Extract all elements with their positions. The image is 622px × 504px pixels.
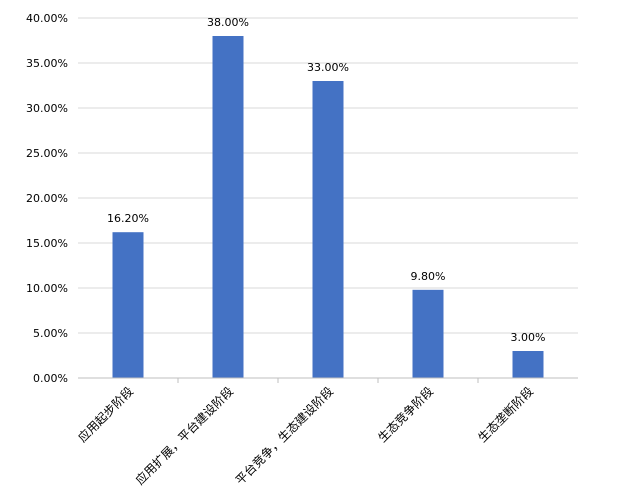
y-tick-label: 5.00% — [33, 327, 68, 340]
y-tick-label: 15.00% — [26, 237, 68, 250]
y-axis-tick-labels: 0.00% 5.00% 10.00% 15.00% 20.00% 25.00% 30.00%… — [26, 12, 68, 385]
y-tick-label: 0.00% — [33, 372, 68, 385]
bar — [112, 232, 144, 378]
x-category-label: 应用扩展，平台建设阶段 — [132, 384, 236, 488]
x-category-label: 应用起步阶段 — [75, 384, 137, 446]
data-labels: 16.20% 38.00% 33.00% 9.80% 3.00% — [107, 16, 545, 344]
data-label: 9.80% — [411, 270, 446, 283]
data-label: 3.00% — [511, 331, 546, 344]
bar — [312, 81, 344, 378]
x-category-label: 生态竞争阶段 — [375, 384, 437, 446]
data-label: 33.00% — [307, 61, 349, 74]
y-tick-label: 40.00% — [26, 12, 68, 25]
y-tick-label: 35.00% — [26, 57, 68, 70]
y-tick-label: 30.00% — [26, 102, 68, 115]
y-tick-label: 25.00% — [26, 147, 68, 160]
data-label: 16.20% — [107, 212, 149, 225]
bars — [112, 36, 544, 378]
x-axis — [78, 377, 578, 383]
data-label: 38.00% — [207, 16, 249, 29]
bar — [412, 289, 444, 378]
y-tick-label: 20.00% — [26, 192, 68, 205]
bar — [212, 36, 244, 378]
x-category-label: 生态垄断阶段 — [475, 384, 537, 446]
bar — [512, 351, 544, 378]
y-tick-label: 10.00% — [26, 282, 68, 295]
x-category-label: 平台竞争，生态建设阶段 — [232, 384, 336, 488]
